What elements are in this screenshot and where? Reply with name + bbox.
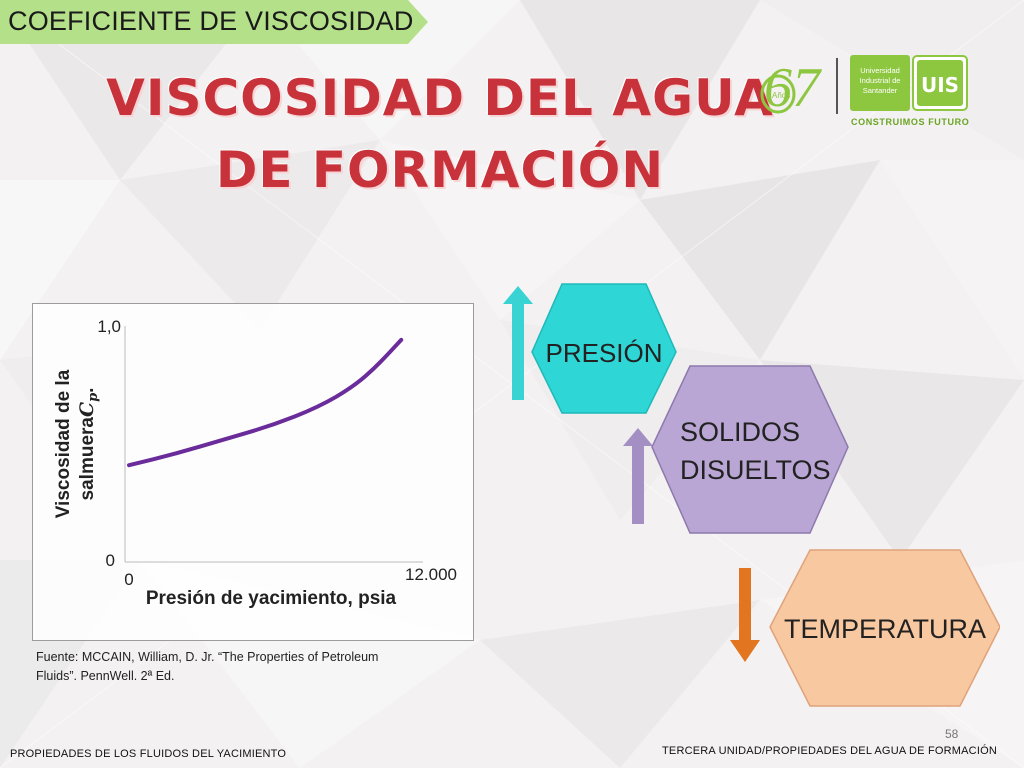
pressure-up-arrow — [503, 286, 533, 400]
section-banner: COEFICIENTE DE VISCOSIDAD — [0, 0, 430, 44]
footer-unit-title: TERCERA UNIDAD/PROPIEDADES DEL AGUA DE F… — [662, 745, 997, 757]
page-title-line2: DE FORMACIÓN — [215, 141, 665, 199]
uis-monogram-logo: UIS — [912, 55, 968, 111]
temperature-label: TEMPERATURA — [784, 614, 986, 644]
uis-monogram: UIS — [921, 73, 959, 97]
x-axis-label: Presión de yacimiento, psia — [146, 588, 397, 609]
x-tick-label-min: 0 — [124, 570, 133, 589]
y-axis-label-line1: Viscosidad de la — [53, 369, 74, 518]
dissolved-solids-hexagon — [651, 365, 849, 534]
viscosity-chart: 1,0 0 0 12.000 Presión de yacimiento, ps… — [32, 303, 474, 641]
anniversary-number: 67 — [764, 57, 822, 119]
x-tick-label-max: 12.000 — [405, 565, 457, 584]
y-axis-label: Viscosidad de la salmueraCp. — [53, 369, 101, 518]
y-axis-label-symbol: C — [76, 402, 98, 417]
university-line-2: Industrial de — [859, 76, 901, 85]
anniversary-word: Años — [772, 91, 790, 100]
dissolved-solids-label-line1: SOLIDOS — [680, 417, 800, 447]
uis-monogram-mark: UIS — [912, 55, 968, 111]
section-banner-label: COEFICIENTE DE VISCOSIDAD — [8, 6, 414, 36]
university-tagline: CONSTRUIMOS FUTURO — [851, 117, 970, 127]
viscosity-chart-svg: 1,0 0 0 12.000 Presión de yacimiento, ps… — [53, 317, 457, 609]
anniversary-logo: 67 Años — [758, 50, 838, 130]
temperature-down-arrow — [730, 568, 760, 662]
university-name-box: Universidad Industrial de Santander — [850, 55, 910, 111]
banner-arrow-shape — [0, 0, 428, 44]
dissolved-solids-label-line2: DISUELTOS — [680, 455, 831, 485]
y-tick-label-max: 1,0 — [97, 317, 121, 336]
anniversary-logo-mark: 67 Años — [760, 57, 822, 119]
logo-separator — [836, 58, 838, 114]
page-number: 58 — [945, 727, 959, 741]
university-line-3: Santander — [862, 86, 898, 95]
y-axis-label-subscript: p — [86, 393, 101, 402]
university-line-1: Universidad — [860, 66, 900, 75]
series-layer — [127, 337, 404, 468]
source-note-line2: Fluids”. PennWell. 2ª Ed. — [36, 669, 175, 683]
dissolved-solids-up-arrow — [623, 428, 653, 524]
y-axis-label-line2: salmuera — [77, 417, 98, 501]
y-tick-label-min: 0 — [106, 551, 115, 570]
source-note-line1: Fuente: MCCAIN, William, D. Jr. “The Pro… — [36, 650, 379, 664]
factor-diagram: PRESIÓN SOLIDOS DISUELTOS TEMPERATURA — [503, 283, 1000, 707]
temperature-hexagon — [769, 549, 1000, 707]
page-title: VISCOSIDAD DEL AGUA DE FORMACIÓN — [60, 62, 820, 206]
footer-course-title: PROPIEDADES DE LOS FLUIDOS DEL YACIMIENT… — [10, 748, 287, 760]
pressure-hexagon — [531, 283, 677, 414]
page-title-line1: VISCOSIDAD DEL AGUA — [106, 69, 774, 127]
svg-text:salmueraCp.: salmueraCp. — [76, 388, 101, 501]
pressure-label: PRESIÓN — [545, 338, 662, 368]
viscosity-curve-0 — [127, 337, 404, 468]
source-note: Fuente: MCCAIN, William, D. Jr. “The Pro… — [36, 648, 476, 686]
